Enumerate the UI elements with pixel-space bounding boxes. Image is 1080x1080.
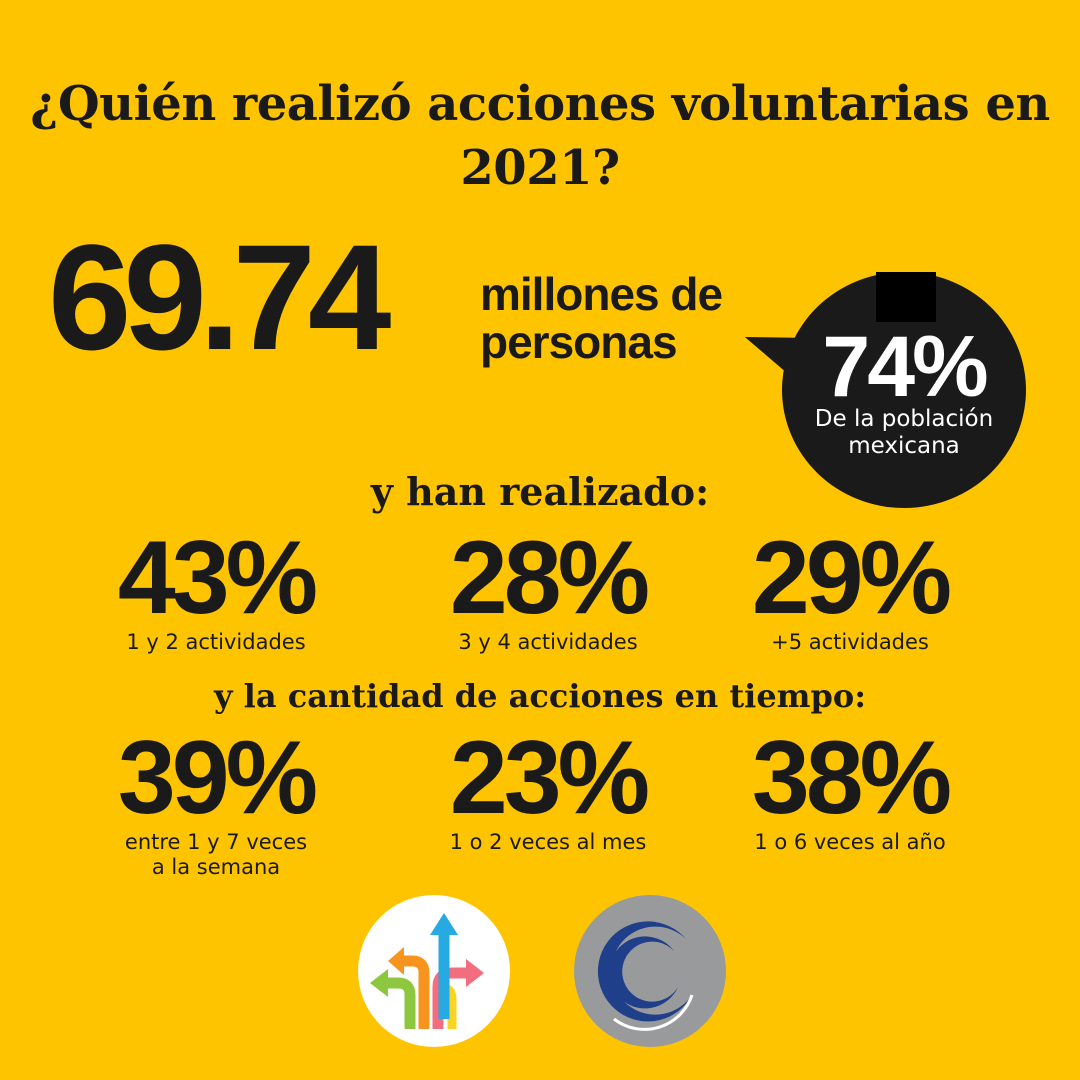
stat-value: 28%: [449, 520, 650, 636]
ring-logo: [574, 895, 726, 1047]
headline-value: 69.74: [48, 213, 391, 381]
stat-activities-3-4: 28% 3 y 4 actividades: [398, 520, 698, 655]
ring-logo-icon: [597, 921, 694, 1031]
stat-label: 1 y 2 actividades: [126, 630, 306, 654]
headline-unit: millones de personas: [480, 268, 723, 368]
bubble-percentage: 74%: [822, 319, 988, 415]
page-title: ¿Quién realizó acciones voluntarias en 2…: [30, 76, 1050, 196]
stat-label: 1 o 6 veces al año: [754, 830, 946, 854]
frequency-heading: y la cantidad de acciones en tiempo:: [213, 677, 867, 715]
stat-frequency-monthly: 23% 1 o 2 veces al mes: [398, 720, 698, 855]
bubble-label: De la población mexicana: [814, 406, 994, 459]
redaction-block: [876, 272, 936, 322]
stat-label: 1 o 2 veces al mes: [449, 830, 647, 854]
stat-label: entre 1 y 7 veces a la semana: [124, 830, 308, 879]
stat-value: 38%: [751, 720, 952, 836]
speech-bubble: 74% De la población mexicana: [782, 272, 1026, 508]
stat-value: 23%: [449, 720, 650, 836]
stat-value: 43%: [117, 520, 318, 636]
stat-activities-1-2: 43% 1 y 2 actividades: [66, 520, 366, 655]
stat-value: 39%: [117, 720, 318, 836]
stat-label: +5 actividades: [771, 630, 929, 654]
arrows-logo: [358, 895, 510, 1047]
stat-frequency-yearly: 38% 1 o 6 veces al año: [700, 720, 1000, 855]
stat-value: 29%: [751, 520, 952, 636]
activities-heading: y han realizado:: [370, 469, 710, 514]
stat-frequency-weekly: 39% entre 1 y 7 veces a la semana: [66, 720, 366, 880]
stat-activities-5-plus: 29% +5 actividades: [700, 520, 1000, 655]
arrows-logo-icon: [370, 913, 484, 1029]
stat-label: 3 y 4 actividades: [458, 630, 638, 654]
